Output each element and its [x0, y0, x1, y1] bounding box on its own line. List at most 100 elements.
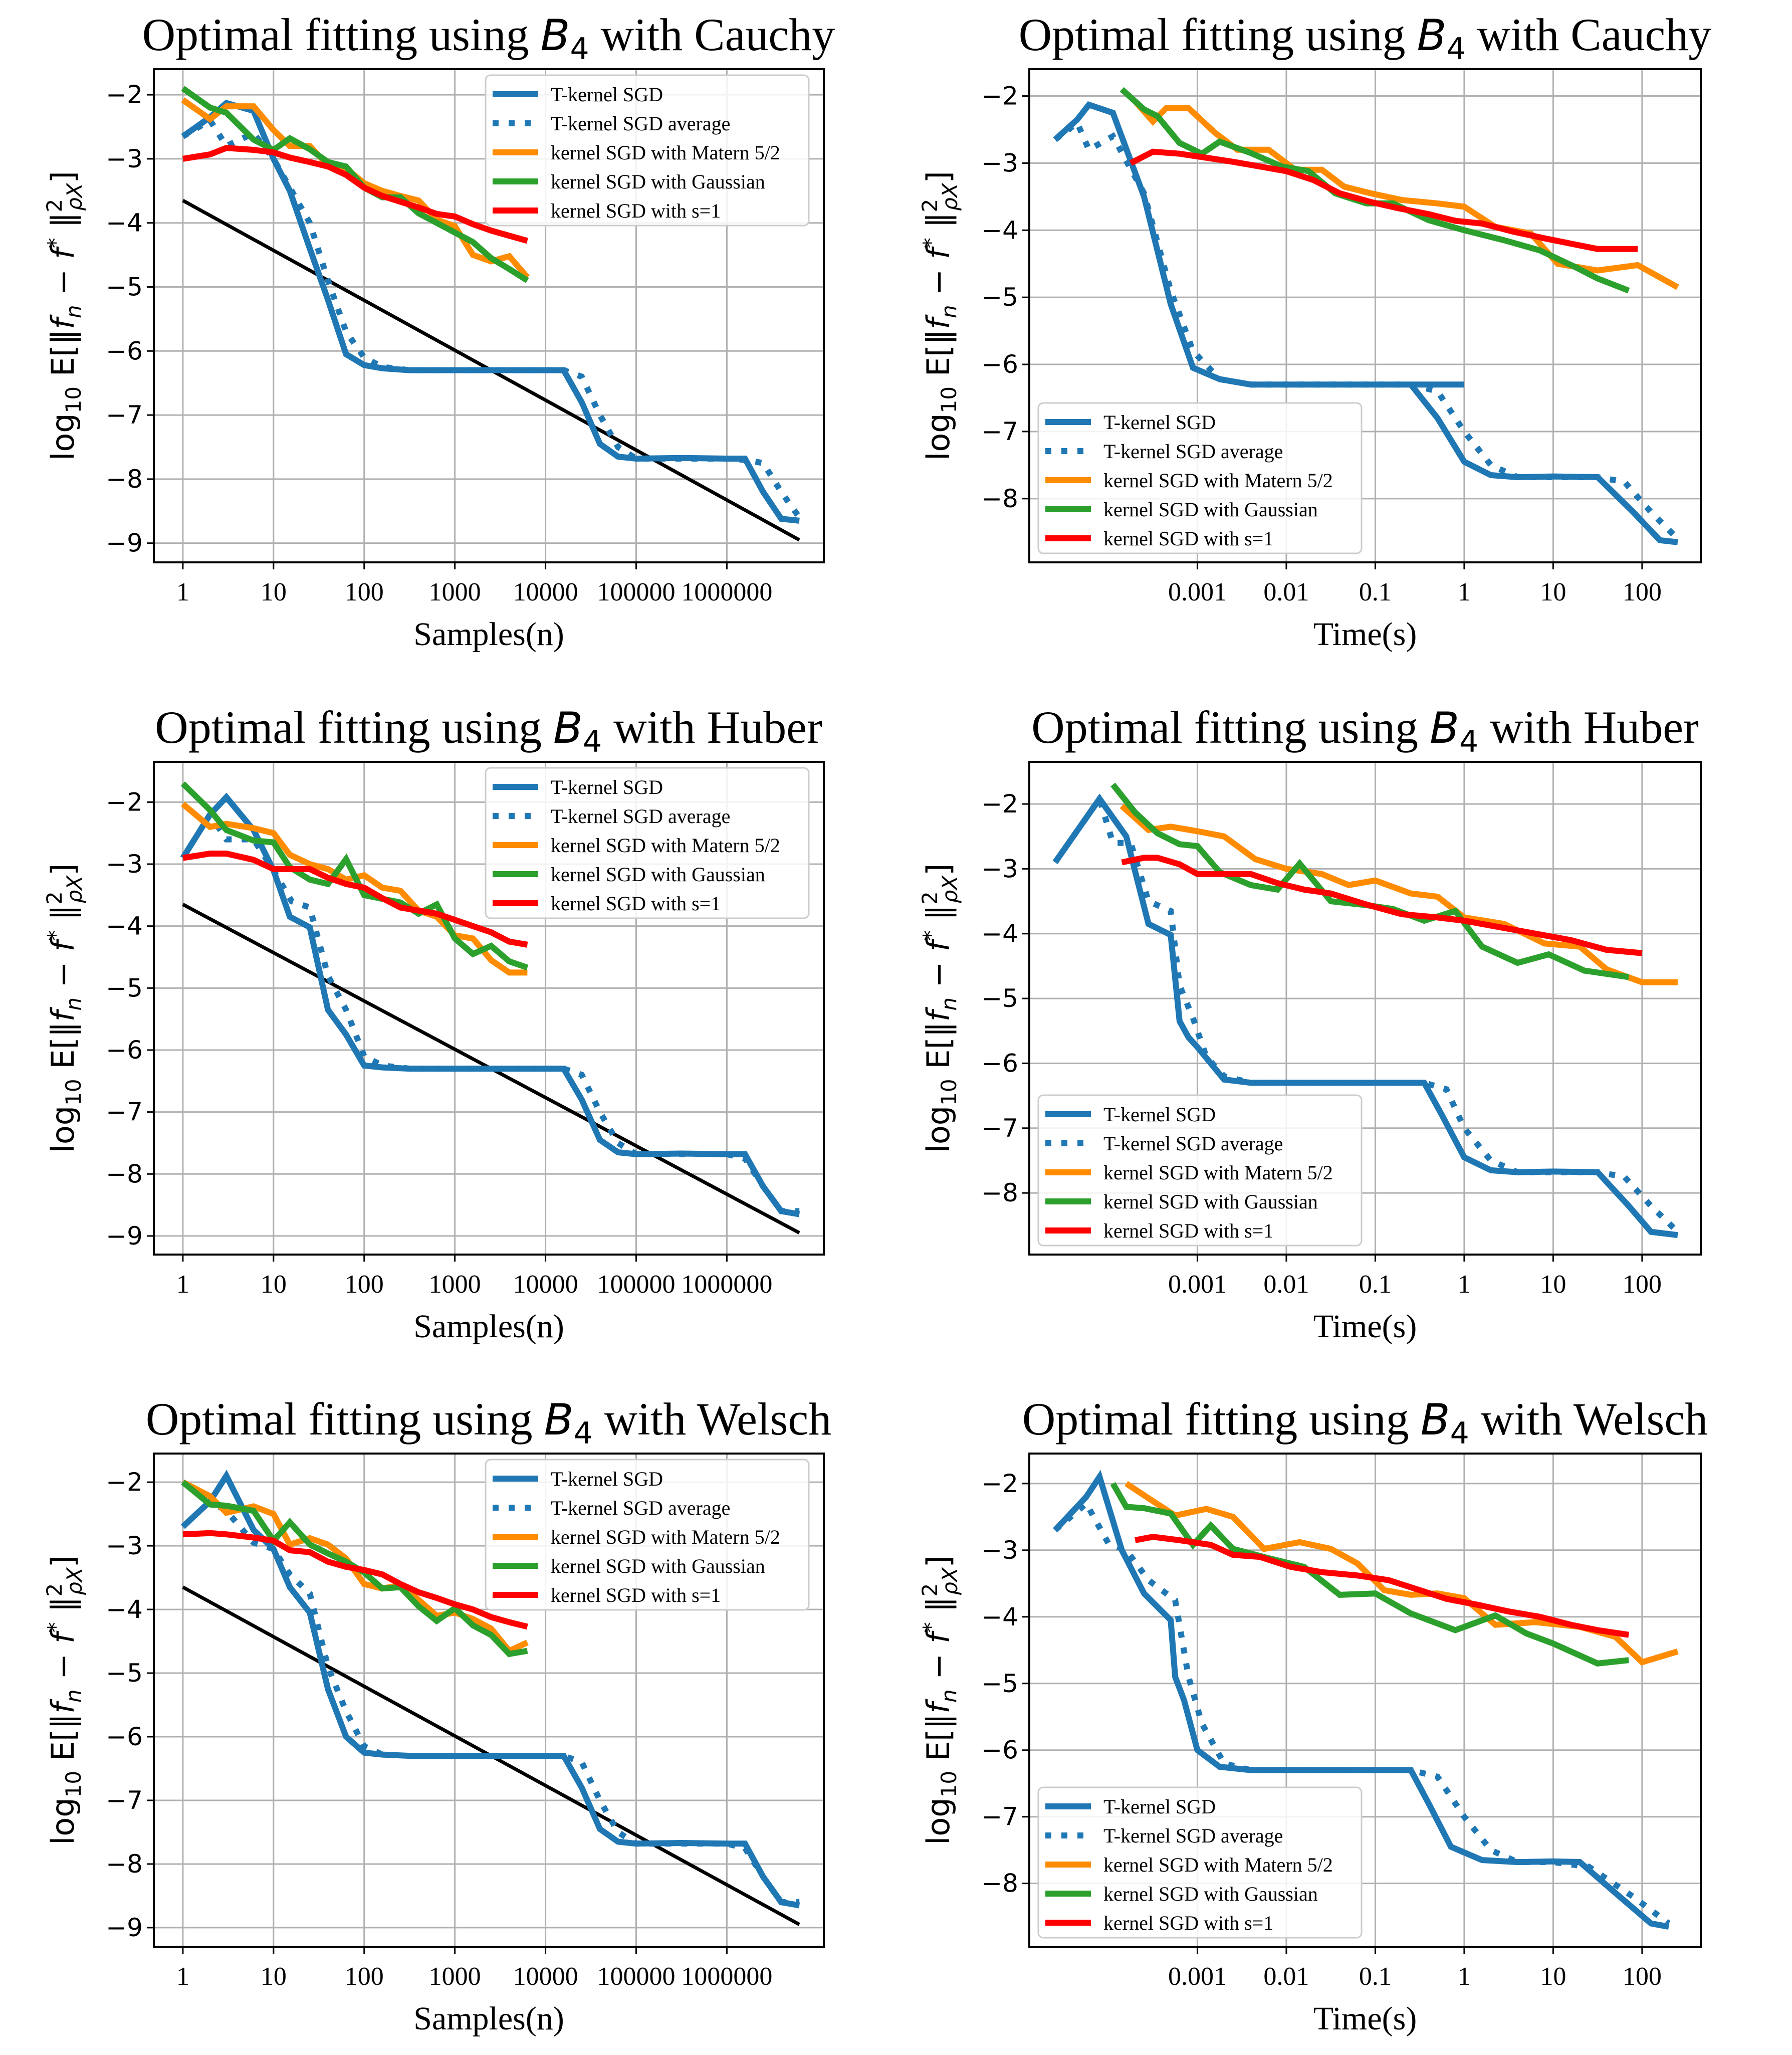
series-line-kernel-sgd-with-gaussian	[1110, 1482, 1629, 1667]
y-axis-label-part: −	[45, 1643, 81, 1689]
y-axis-label-part: −	[920, 952, 957, 997]
y-axis-label-part: ‖	[920, 212, 957, 238]
y-axis-label-part: ‖	[920, 1596, 957, 1622]
series-group	[180, 781, 800, 1235]
chart-title: Optimal fitting using B4 with Huber	[1031, 702, 1698, 759]
y-tick-label: −8	[981, 484, 1018, 513]
y-axis-label-part: −	[45, 259, 81, 305]
legend-label: kernel SGD with Gaussian	[551, 170, 765, 193]
legend-label: kernel SGD with s=1	[1103, 527, 1273, 550]
x-tick-label: 100	[1623, 1270, 1662, 1299]
series-line-t-kernel-sgd-average	[1053, 118, 1680, 541]
x-tick-label: 10	[261, 578, 287, 606]
x-axis-label: Time(s)	[1313, 2000, 1417, 2037]
x-tick-label: 100000	[597, 1962, 675, 1991]
y-axis-label-part: 10	[61, 1079, 86, 1105]
y-axis-label-part: n	[61, 997, 86, 1011]
series-line-t-kernel-sgd	[1053, 1470, 1670, 1930]
y-axis-label-part: ‖	[920, 905, 957, 930]
title-subscript: 4	[1450, 1416, 1469, 1451]
legend-label: kernel SGD with s=1	[1103, 1219, 1273, 1242]
title-math: B	[553, 703, 583, 753]
subplot-welsch-time: Optimal fitting using B4 with Welsch 0.00…	[918, 1393, 1708, 2037]
series-line-kernel-sgd-with-s-1	[182, 851, 528, 948]
y-tick-label: −5	[981, 1669, 1018, 1698]
legend: T-kernel SGD T-kernel SGD average kernel S…	[485, 74, 810, 227]
y-axis-label-part: 10	[937, 1079, 961, 1105]
series-line-kernel-sgd-with-s-1	[1135, 1534, 1630, 1638]
y-axis-label-part: ‖	[45, 212, 82, 238]
title-prefix: Optimal fitting using	[142, 9, 541, 60]
x-tick-label: 100	[1623, 1962, 1662, 1991]
y-axis-label-part: ρX	[62, 182, 87, 211]
legend-label: T-kernel SGD average	[1103, 1824, 1283, 1847]
title-subscript: 4	[583, 724, 602, 759]
legend-label: T-kernel SGD	[551, 776, 663, 798]
series-line-t-kernel-sgd	[1053, 101, 1678, 545]
title-math: B	[1417, 11, 1446, 61]
title-suffix: with Cauchy	[1466, 9, 1712, 60]
y-axis-label-part: n	[61, 1689, 86, 1703]
x-tick-label: 0.01	[1263, 1270, 1309, 1299]
legend-label: kernel SGD with Matern 5/2	[1103, 1161, 1333, 1184]
y-axis-label-part: ‖	[45, 905, 82, 930]
chart-title: Optimal fitting using B4 with Welsch	[1022, 1393, 1708, 1451]
y-axis-label-part: 10	[937, 1771, 961, 1797]
y-axis-label-part: log	[920, 1797, 957, 1845]
x-tick-label: 1	[1458, 578, 1471, 606]
y-tick-label: −7	[981, 1114, 1018, 1143]
y-tick-label: −2	[981, 789, 1018, 818]
y-tick-label: −6	[981, 1049, 1018, 1078]
series-line-t-kernel-sgd-average	[180, 1497, 800, 1906]
y-axis-label-part: −	[920, 259, 957, 305]
x-tick-label: 0.1	[1359, 1962, 1392, 1991]
series-group	[1053, 87, 1680, 545]
legend-label: T-kernel SGD	[1103, 411, 1216, 434]
y-axis-label-part: E[‖	[45, 1021, 82, 1079]
y-axis-label-part: ]	[45, 864, 81, 876]
series-line-t-kernel-sgd-average	[1052, 792, 1680, 1235]
x-tick-label: 0.1	[1359, 1270, 1392, 1299]
y-tick-label: −9	[106, 529, 143, 558]
x-tick-label: 1000000	[681, 1962, 772, 1991]
y-tick-label: −5	[106, 272, 143, 301]
title-prefix: Optimal fitting using	[1031, 702, 1430, 753]
x-tick-label: 1	[176, 1962, 189, 1991]
y-tick-label: −6	[106, 336, 143, 365]
x-tick-label: 1000000	[681, 1270, 772, 1299]
y-axis-label-part: 2	[42, 199, 67, 213]
x-axis-label: Samples(n)	[413, 2000, 564, 2037]
y-axis-label-part: 10	[937, 386, 961, 413]
y-axis-label: log10 E[‖fn − f* ‖2ρX]	[918, 171, 962, 461]
title-suffix: with Welsch	[1469, 1393, 1708, 1445]
title-prefix: Optimal fitting using	[1022, 1393, 1421, 1445]
legend: T-kernel SGD T-kernel SGD average kernel S…	[1037, 1094, 1363, 1247]
legend-label: kernel SGD with Matern 5/2	[551, 834, 780, 857]
x-tick-label: 100	[345, 578, 384, 606]
x-tick-label: 1000	[429, 578, 481, 606]
y-tick-label: −7	[106, 1786, 143, 1815]
axes-frame	[1028, 1453, 1702, 1948]
y-tick-label: −6	[106, 1722, 143, 1751]
y-tick-label: −4	[981, 1602, 1018, 1631]
chart-title: Optimal fitting using B4 with Cauchy	[1019, 9, 1712, 67]
y-axis-label-part: ]	[920, 864, 957, 876]
y-axis-label-part: 10	[61, 386, 86, 413]
y-tick-label: −5	[106, 1659, 143, 1688]
axes-frame	[153, 761, 825, 1256]
series-line-kernel-sgd-with-s-1	[182, 145, 529, 244]
legend-label: T-kernel SGD average	[551, 112, 730, 135]
x-tick-label: 0.001	[1168, 578, 1227, 606]
title-subscript: 4	[574, 1416, 593, 1451]
legend-label: kernel SGD with s=1	[551, 892, 721, 915]
y-axis-label-part: log	[45, 1106, 81, 1153]
x-axis-label: Samples(n)	[413, 1308, 564, 1345]
axes-frame	[153, 1453, 825, 1948]
y-tick-label: −7	[106, 1098, 143, 1127]
x-tick-label: 1000	[429, 1962, 481, 1991]
x-tick-label: 1	[1458, 1962, 1471, 1991]
y-axis-label-part: n	[937, 1689, 961, 1703]
y-axis-label-part: ρX	[62, 1567, 87, 1595]
